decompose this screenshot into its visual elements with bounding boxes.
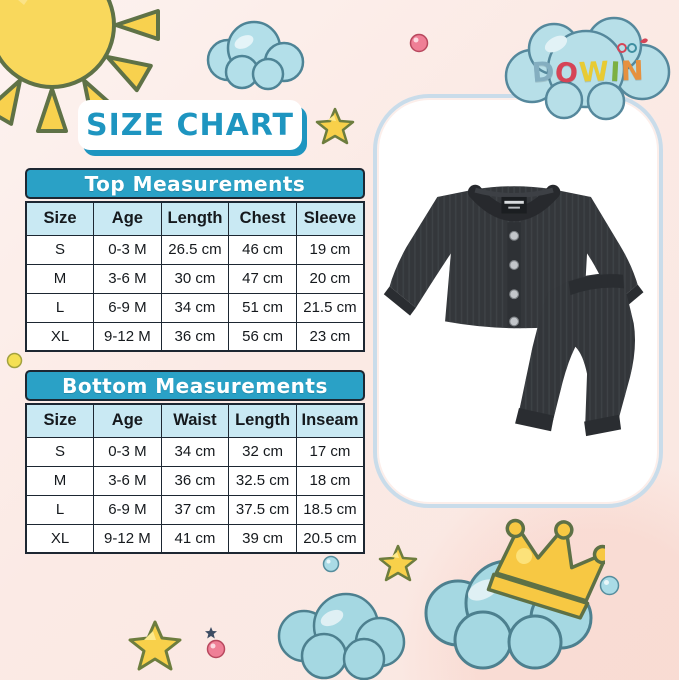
table-cell: 46 cm bbox=[228, 234, 297, 265]
thermal-pants bbox=[515, 273, 636, 437]
table-cell: 3-6 M bbox=[93, 263, 162, 294]
top-measurements-header: Top Measurements bbox=[25, 168, 365, 199]
brand-letter: W bbox=[578, 56, 611, 89]
neck-label bbox=[501, 196, 527, 214]
table-cell: 41 cm bbox=[160, 523, 230, 554]
star-icon bbox=[315, 107, 355, 145]
table-cell: 20 cm bbox=[295, 263, 365, 294]
table-cell: S bbox=[25, 436, 95, 467]
bottom-measurements-section: Bottom Measurements Size Age Waist Lengt… bbox=[25, 370, 365, 554]
brand-logo: DOWIN bbox=[506, 55, 670, 90]
table-cell: 34 cm bbox=[160, 436, 230, 467]
table-cell: 37.5 cm bbox=[228, 494, 297, 525]
star-icon bbox=[378, 544, 418, 582]
product-image-card bbox=[373, 94, 663, 508]
buttons bbox=[509, 230, 520, 327]
table-row: S 0-3 M 34 cm 32 cm 17 cm bbox=[25, 436, 365, 467]
glasses-icon bbox=[617, 38, 648, 53]
table-cell: 47 cm bbox=[228, 263, 297, 294]
star-icon bbox=[128, 620, 182, 671]
table-header-row: Size Age Length Chest Sleeve bbox=[25, 201, 365, 236]
table-cell: 56 cm bbox=[228, 321, 297, 352]
ball-icon bbox=[599, 575, 620, 596]
table-cell: 6-9 M bbox=[93, 292, 162, 323]
table-cell: 39 cm bbox=[228, 523, 297, 554]
table-row: S 0-3 M 26.5 cm 46 cm 19 cm bbox=[25, 234, 365, 265]
column-header: Sleeve bbox=[295, 201, 365, 236]
column-header: Chest bbox=[228, 201, 297, 236]
ball-icon bbox=[322, 555, 340, 573]
table-cell: 0-3 M bbox=[93, 234, 162, 265]
column-header: Age bbox=[93, 403, 162, 438]
ball-icon bbox=[409, 33, 429, 53]
table-row: M 3-6 M 30 cm 47 cm 20 cm bbox=[25, 263, 365, 294]
column-header: Inseam bbox=[295, 403, 365, 438]
cloud-icon bbox=[206, 20, 305, 91]
brand-cloud bbox=[504, 16, 671, 121]
table-cell: 18 cm bbox=[295, 465, 365, 496]
ball-icon bbox=[206, 639, 226, 659]
table-cell: 23 cm bbox=[295, 321, 365, 352]
column-header: Size bbox=[25, 201, 95, 236]
cloud-crown-icon bbox=[424, 518, 605, 670]
table-cell: 36 cm bbox=[160, 321, 230, 352]
product-photo-baby-thermal-set bbox=[383, 184, 644, 437]
table-cell: L bbox=[25, 494, 95, 525]
table-cell: 19 cm bbox=[295, 234, 365, 265]
table-cell: 32 cm bbox=[228, 436, 297, 467]
table-cell: 0-3 M bbox=[93, 436, 162, 467]
table-row: XL 9-12 M 36 cm 56 cm 23 cm bbox=[25, 321, 365, 352]
table-cell: M bbox=[25, 263, 95, 294]
table-cell: XL bbox=[25, 321, 95, 352]
table-row: L 6-9 M 37 cm 37.5 cm 18.5 cm bbox=[25, 494, 365, 525]
brand-letter: D bbox=[530, 56, 557, 89]
column-header: Waist bbox=[160, 403, 230, 438]
table-cell: S bbox=[25, 234, 95, 265]
table-cell: 17 cm bbox=[295, 436, 365, 467]
table-cell: 34 cm bbox=[160, 292, 230, 323]
table-cell: 9-12 M bbox=[93, 523, 162, 554]
bottom-measurements-table: Size Age Waist Length Inseam S 0-3 M 34 … bbox=[25, 403, 365, 554]
top-measurements-table: Size Age Length Chest Sleeve S 0-3 M 26.… bbox=[25, 201, 365, 352]
column-header: Length bbox=[228, 403, 297, 438]
table-cell: 37 cm bbox=[160, 494, 230, 525]
table-row: L 6-9 M 34 cm 51 cm 21.5 cm bbox=[25, 292, 365, 323]
table-cell: 26.5 cm bbox=[160, 234, 230, 265]
brand-letter: N bbox=[620, 55, 645, 88]
column-header: Length bbox=[160, 201, 230, 236]
column-header: Size bbox=[25, 403, 95, 438]
table-cell: 36 cm bbox=[160, 465, 230, 496]
bottom-measurements-header: Bottom Measurements bbox=[25, 370, 365, 401]
table-cell: 30 cm bbox=[160, 263, 230, 294]
table-cell: 32.5 cm bbox=[228, 465, 297, 496]
table-cell: L bbox=[25, 292, 95, 323]
section-title: Bottom Measurements bbox=[62, 373, 328, 398]
ball-icon bbox=[6, 352, 23, 369]
table-cell: 9-12 M bbox=[93, 321, 162, 352]
page-title: SIZE CHART bbox=[78, 100, 302, 150]
table-row: M 3-6 M 36 cm 32.5 cm 18 cm bbox=[25, 465, 365, 496]
table-cell: 20.5 cm bbox=[295, 523, 365, 554]
table-cell: M bbox=[25, 465, 95, 496]
table-row: XL 9-12 M 41 cm 39 cm 20.5 cm bbox=[25, 523, 365, 554]
table-cell: 51 cm bbox=[228, 292, 297, 323]
page-title-label: SIZE CHART bbox=[85, 107, 295, 143]
table-header-row: Size Age Waist Length Inseam bbox=[25, 403, 365, 438]
table-cell: 3-6 M bbox=[93, 465, 162, 496]
section-title: Top Measurements bbox=[84, 171, 306, 196]
star-icon bbox=[205, 627, 217, 639]
table-cell: 6-9 M bbox=[93, 494, 162, 525]
table-cell: XL bbox=[25, 523, 95, 554]
top-measurements-section: Top Measurements Size Age Length Chest S… bbox=[25, 168, 365, 352]
table-cell: 18.5 cm bbox=[295, 494, 365, 525]
crown-icon bbox=[486, 518, 605, 620]
column-header: Age bbox=[93, 201, 162, 236]
cloud-icon bbox=[277, 592, 406, 680]
table-cell: 21.5 cm bbox=[295, 292, 365, 323]
brand-letter: O bbox=[553, 57, 580, 90]
